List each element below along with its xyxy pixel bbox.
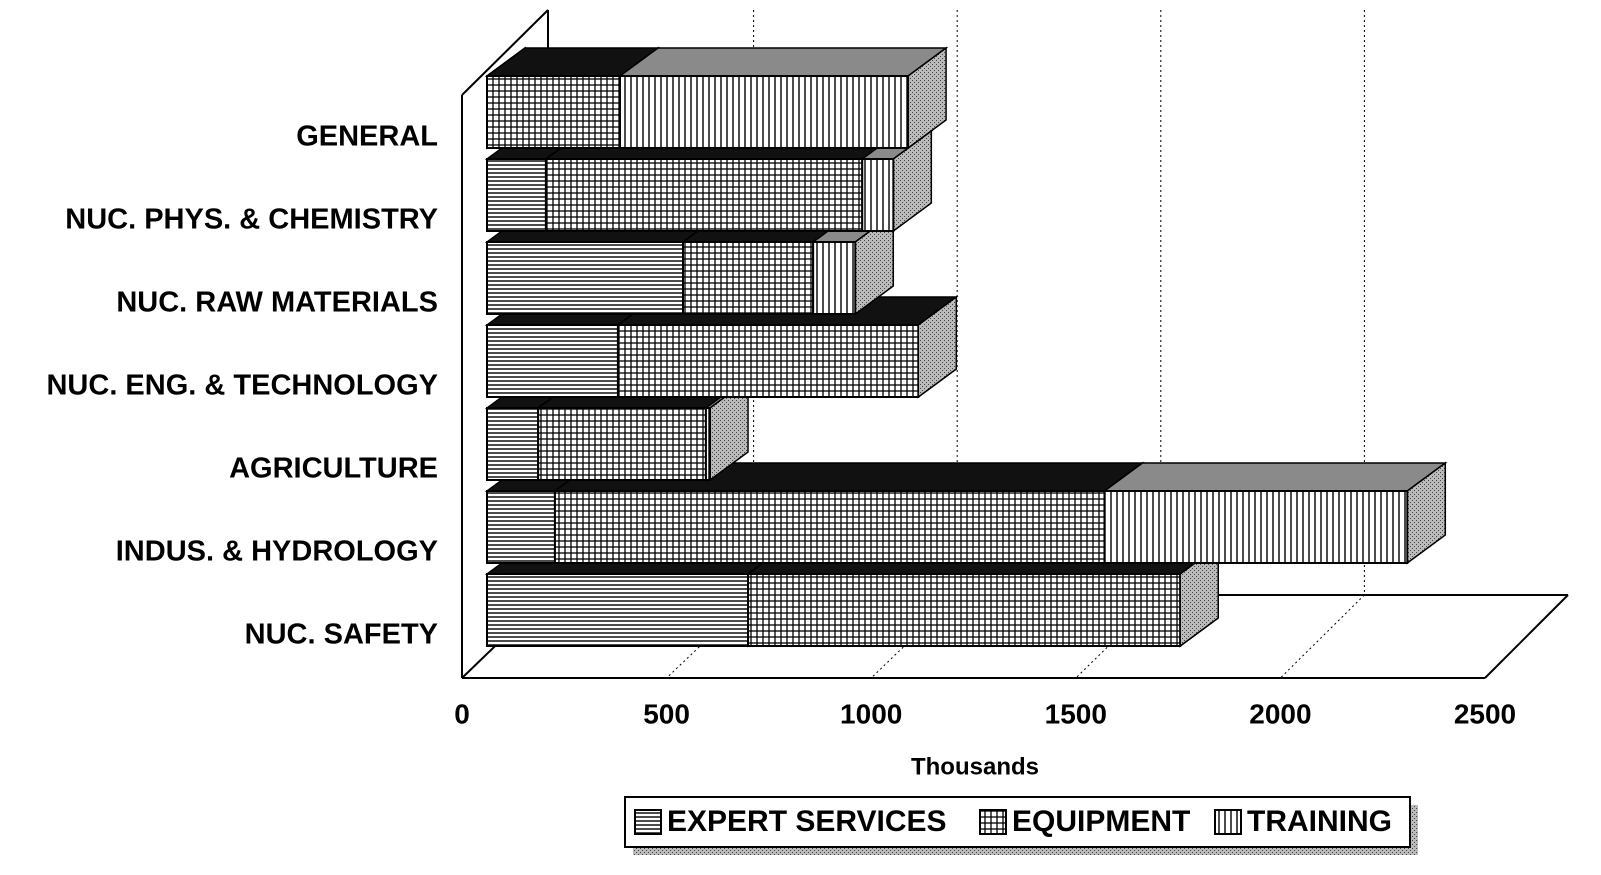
bar	[486, 407, 540, 481]
bar	[616, 324, 920, 398]
bar	[618, 75, 910, 149]
bar	[747, 573, 1182, 647]
category-label: NUC. ENG. & TECHNOLOGY	[46, 370, 438, 402]
x-tick-label: 0	[454, 698, 470, 729]
bar	[861, 158, 895, 232]
bar	[812, 241, 857, 315]
bar	[486, 490, 556, 564]
category-label: NUC. RAW MATERIALS	[116, 287, 438, 319]
bar-top	[617, 47, 949, 77]
x-tick-label: 2500	[1454, 698, 1516, 729]
x-tick-label: 1500	[1045, 698, 1107, 729]
bar	[486, 324, 619, 398]
category-label: NUC. PHYS. & CHEMISTRY	[65, 204, 438, 236]
bar	[544, 158, 864, 232]
x-tick-label: 500	[643, 698, 690, 729]
legend-box	[624, 796, 1411, 848]
bar	[537, 407, 707, 481]
legend-swatch	[979, 809, 1007, 835]
bar	[486, 75, 621, 149]
bar-top	[1102, 462, 1448, 492]
x-axis-title: Thousands	[911, 753, 1039, 780]
category-label: INDUS. & HYDROLOGY	[116, 536, 438, 568]
legend-swatch	[1214, 809, 1242, 835]
category-label: AGRICULTURE	[229, 453, 438, 485]
category-label: GENERAL	[296, 121, 438, 153]
bar	[486, 241, 685, 315]
legend-label: TRAINING	[1247, 805, 1392, 838]
bar	[1103, 490, 1409, 564]
x-tick-label: 1000	[840, 698, 902, 729]
category-label: NUC. SAFETY	[245, 619, 438, 651]
bar-side	[917, 295, 958, 399]
grid-line	[1280, 10, 1365, 679]
legend-label: EQUIPMENT	[1012, 805, 1190, 838]
bar	[704, 407, 712, 481]
bar	[553, 490, 1106, 564]
bar	[486, 573, 750, 647]
bar	[682, 241, 815, 315]
bar	[486, 158, 547, 232]
x-tick-label: 2000	[1249, 698, 1311, 729]
legend-swatch	[634, 809, 662, 835]
legend-label: EXPERT SERVICES	[667, 805, 947, 838]
